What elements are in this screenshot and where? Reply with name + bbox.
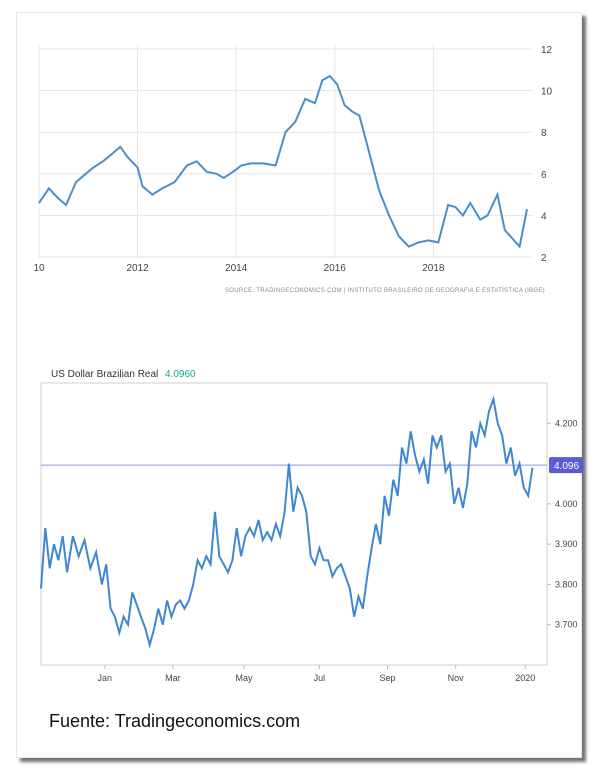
chart1-x-tick-label: 2016 <box>324 263 347 274</box>
chart1-x-tick-label: 10 <box>33 263 45 274</box>
chart2-y-tick-label: 3.700 <box>555 620 578 630</box>
chart2-series-line <box>40 395 534 649</box>
chart2-x-tick-label: May <box>235 673 253 683</box>
chart2-x-tick-label: Mar <box>165 673 181 683</box>
chart2-title: US Dollar Brazilian Real <box>51 369 158 380</box>
chart1-x-tick-label: 2012 <box>126 263 149 274</box>
chart2-x-tick-label: Nov <box>448 673 465 683</box>
chart1-series-line <box>38 74 528 249</box>
footer-source: Fuente: Tradingeconomics.com <box>49 711 301 731</box>
chart1-y-tick-label: 10 <box>541 87 553 98</box>
chart2-x-tick-label: Sep <box>380 673 396 683</box>
chart2-badge-label: 4.096 <box>554 461 579 472</box>
chart2-y-tick-label: 4.200 <box>555 418 578 428</box>
chart1-y-tick-label: 2 <box>541 253 547 264</box>
chart1-y-tick-label: 8 <box>541 128 547 139</box>
chart2-x-tick-label: Jan <box>98 673 113 683</box>
chart2-y-tick-label: 4.000 <box>555 499 578 509</box>
chart2-x-tick-label: 2020 <box>515 673 535 683</box>
chart2-current-badge: 4.096 <box>549 457 583 474</box>
figure-frame: 10 2012 2014 2016 2018 2 4 6 8 10 12 SOURCE: TRAD… <box>16 12 583 758</box>
chart2-y-tick-label: 3.800 <box>555 579 578 589</box>
chart1-y-tick-label: 6 <box>541 170 547 181</box>
ipca-inflation-chart: 10 2012 2014 2016 2018 2 4 6 8 10 12 SOURCE: TRAD… <box>33 45 553 294</box>
chart1-x-tick-label: 2018 <box>422 263 445 274</box>
chart2-current-value: 4.0960 <box>165 369 196 380</box>
chart1-y-tick-label: 12 <box>541 45 553 56</box>
chart2-y-tick-label: 3.900 <box>555 539 578 549</box>
chart2-plot-border <box>40 382 548 666</box>
chart2-x-tick-label: Jul <box>314 673 326 683</box>
chart1-source: SOURCE: TRADINGECONOMICS.COM | INSTITUTO… <box>225 287 545 294</box>
chart1-y-tick-label: 4 <box>541 211 547 222</box>
usd-brl-chart: Jan Mar May Jul Sep Nov 2020 3.700 3.800 3.900 4.… <box>40 369 583 683</box>
chart1-x-tick-label: 2014 <box>225 263 248 274</box>
